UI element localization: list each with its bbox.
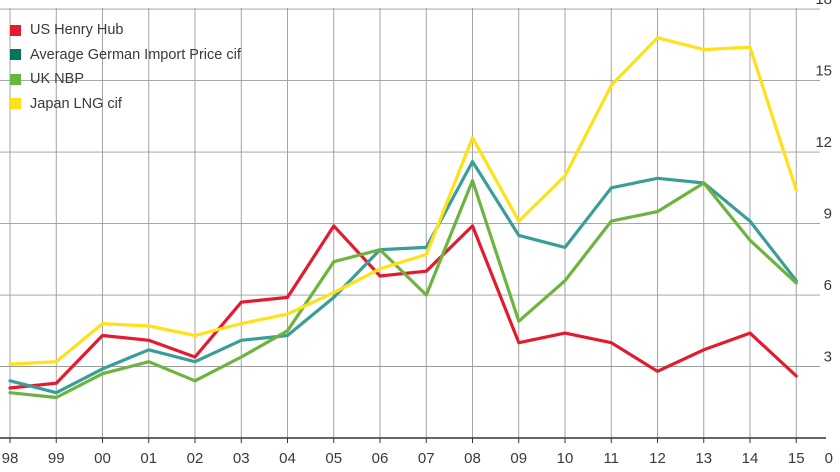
x-tick-label: 11 (603, 450, 619, 467)
series-line-uk-nbp (8, 179, 798, 400)
legend-item-japan-lng: Japan LNG cif (10, 92, 241, 117)
legend-item-us-henry-hub: US Henry Hub (10, 18, 241, 43)
x-tick-label: 09 (510, 450, 527, 467)
legend-swatch-us-henry-hub (10, 24, 21, 36)
x-tick-label: 05 (325, 450, 342, 467)
chart-legend: US Henry Hub Average German Import Price… (10, 18, 241, 116)
y-tick-label: 15 (815, 63, 832, 80)
legend-label-us-henry-hub: US Henry Hub (30, 22, 124, 39)
y-tick-label: 12 (815, 134, 832, 151)
legend-swatch-german-import-price (10, 49, 21, 61)
y-tick-label: 9 (824, 206, 832, 223)
x-tick-labels: 98 99 00 01 02 03 04 05 06 07 08 09 10 11 12 13 14 15 (2, 438, 805, 467)
legend-item-uk-nbp: UK NBP (10, 67, 241, 92)
x-tick-label: 00 (94, 450, 111, 467)
x-tick-label: 02 (187, 450, 204, 467)
series-line-us-henry-hub (8, 224, 798, 390)
x-tick-label: 15 (788, 450, 805, 467)
legend-label-uk-nbp: UK NBP (30, 71, 84, 88)
legend-item-german-import-price: Average German Import Price cif (10, 43, 241, 68)
x-tick-label: 13 (695, 450, 712, 467)
y-tick-labels: 0 3 6 9 12 15 18 (815, 0, 833, 467)
legend-swatch-uk-nbp (10, 73, 21, 85)
x-tick-label: 06 (372, 450, 389, 467)
y-tick-label: 0 (825, 450, 833, 467)
x-tick-label: 12 (649, 450, 666, 467)
series-line-average-german-import-price-cif (8, 160, 798, 395)
x-tick-label: 98 (2, 450, 19, 467)
x-tick-label: 08 (464, 450, 481, 467)
x-tick-label: 07 (418, 450, 435, 467)
x-tick-label: 04 (279, 450, 296, 467)
x-tick-label: 03 (233, 450, 250, 467)
legend-label-german-import-price: Average German Import Price cif (30, 46, 241, 63)
y-tick-label: 6 (824, 277, 832, 294)
x-tick-label: 10 (557, 450, 574, 467)
x-tick-label: 01 (140, 450, 157, 467)
chart-lines (8, 36, 798, 400)
x-tick-label: 14 (742, 450, 759, 467)
y-tick-label: 3 (824, 349, 832, 366)
y-tick-label: 18 (815, 0, 832, 8)
series-line-japan-lng-cif (8, 36, 798, 366)
legend-label-japan-lng: Japan LNG cif (30, 95, 122, 112)
x-tick-label: 99 (48, 450, 65, 467)
legend-swatch-japan-lng (10, 98, 21, 110)
